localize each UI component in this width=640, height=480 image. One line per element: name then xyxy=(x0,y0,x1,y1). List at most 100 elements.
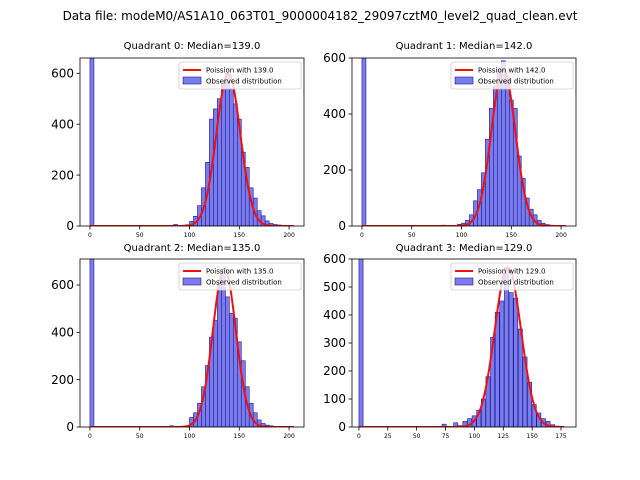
histogram-bar xyxy=(229,313,234,427)
y-tick-label: 400 xyxy=(323,308,346,322)
y-tick-label: 300 xyxy=(323,336,346,350)
legend-bar-swatch xyxy=(182,277,202,286)
quadrant-0-plot-area xyxy=(89,58,295,226)
y-tick-label: 400 xyxy=(51,117,74,131)
y-tick-label: 0 xyxy=(338,420,346,434)
histogram-bar xyxy=(517,328,523,427)
x-tick-label: 50 xyxy=(136,433,144,440)
histogram-bar xyxy=(233,103,238,226)
poisson-fit-line xyxy=(89,72,295,226)
legend: Poission with 129.0 Observed distribution xyxy=(450,262,574,291)
legend-bar-label: Observed distribution xyxy=(478,279,554,287)
poisson-fit-line xyxy=(89,267,295,427)
histogram-bar xyxy=(505,77,510,226)
quadrant-2-title: Quadrant 2: Median=135.0 xyxy=(124,243,261,254)
histogram-bar xyxy=(504,267,509,427)
histogram-bar xyxy=(213,320,218,427)
x-tick-label: 150 xyxy=(234,232,246,239)
legend-bar-swatch xyxy=(454,76,474,85)
quadrant-1-panel: Quadrant 1: Median=142.0 0 50 100 150 200 0 20… xyxy=(323,41,577,239)
quadrant-3-panel: Quadrant 3: Median=129.0 0 25 50 75 100 125 15… xyxy=(323,243,577,440)
x-tick-label: 200 xyxy=(555,232,567,239)
axes-frame xyxy=(351,57,577,227)
poisson-fit-line xyxy=(358,266,565,427)
x-tick-label: 50 xyxy=(413,433,421,440)
x-tick-label: 100 xyxy=(184,433,196,440)
x-tick-label: 50 xyxy=(136,232,144,239)
histogram-bar xyxy=(89,58,95,226)
histogram-bar xyxy=(221,83,226,226)
y-tick-label: 600 xyxy=(51,278,74,292)
y-tick-label: 600 xyxy=(323,51,346,65)
axes-frame xyxy=(79,57,305,227)
x-tick-label: 150 xyxy=(234,433,246,440)
legend: Poission with 142.0 Observed distribution xyxy=(450,61,574,90)
histogram-bar xyxy=(513,297,519,427)
histogram-bar xyxy=(225,296,230,427)
legend-box xyxy=(450,262,574,291)
legend-fit-label: Poission with 139.0 xyxy=(206,67,274,75)
x-tick-label: 125 xyxy=(498,433,510,440)
x-tick-label: 200 xyxy=(283,433,295,440)
y-tick-label: 200 xyxy=(323,163,346,177)
poisson-fit-line xyxy=(361,68,567,226)
legend: Poission with 135.0 Observed distribution xyxy=(178,262,302,291)
x-tick-label: 100 xyxy=(184,232,196,239)
x-tick-label: 175 xyxy=(555,433,567,440)
legend-bar-label: Observed distribution xyxy=(478,78,554,86)
axes-frame xyxy=(79,258,305,428)
x-tick-label: 100 xyxy=(456,232,468,239)
histogram-bar xyxy=(499,300,505,427)
histogram-bar xyxy=(508,292,514,427)
y-tick-label: 0 xyxy=(66,420,74,434)
legend-fit-label: Poission with 129.0 xyxy=(478,268,546,276)
y-tick-label: 400 xyxy=(323,107,346,121)
x-tick-label: 0 xyxy=(88,433,92,440)
figure-suptitle: Data file: modeM0/AS1A10_063T01_90000041… xyxy=(63,9,578,23)
x-tick-label: 100 xyxy=(469,433,481,440)
histogram-bar xyxy=(508,99,514,226)
histogram-bar xyxy=(225,72,230,226)
y-tick-label: 500 xyxy=(323,280,346,294)
legend-box xyxy=(450,61,574,90)
histogram-bar xyxy=(217,284,222,427)
legend-bar-label: Observed distribution xyxy=(206,279,282,287)
histogram-bar xyxy=(229,88,234,226)
histogram-bar xyxy=(361,58,367,226)
x-tick-label: 50 xyxy=(408,232,416,239)
y-tick-label: 600 xyxy=(51,66,74,80)
y-tick-label: 200 xyxy=(51,373,74,387)
histogram-bar xyxy=(221,272,226,427)
y-tick-label: 600 xyxy=(323,252,346,266)
legend-bar-swatch xyxy=(454,277,474,286)
legend: Poission with 139.0 Observed distribution xyxy=(178,61,302,90)
x-tick-label: 25 xyxy=(384,433,392,440)
legend-fit-label: Poission with 142.0 xyxy=(478,67,546,75)
legend-box xyxy=(178,61,302,90)
histogram-bar xyxy=(497,68,502,226)
quadrant-3-title: Quadrant 3: Median=129.0 xyxy=(396,243,533,254)
histogram-bar xyxy=(89,259,95,427)
y-tick-label: 100 xyxy=(323,392,346,406)
y-tick-label: 0 xyxy=(66,219,74,233)
legend-bar-label: Observed distribution xyxy=(206,78,282,86)
legend-fit-label: Poission with 135.0 xyxy=(206,268,274,276)
x-tick-label: 75 xyxy=(442,433,450,440)
quadrant-1-title: Quadrant 1: Median=142.0 xyxy=(396,41,533,52)
quadrant-0-title: Quadrant 0: Median=139.0 xyxy=(124,41,261,52)
quadrant-0-panel: Quadrant 0: Median=139.0 0 50 100 150 200 0 20… xyxy=(51,41,305,239)
y-tick-label: 200 xyxy=(323,364,346,378)
x-tick-label: 150 xyxy=(506,232,518,239)
y-tick-label: 200 xyxy=(51,168,74,182)
x-tick-label: 0 xyxy=(357,433,361,440)
x-tick-label: 0 xyxy=(360,232,364,239)
legend-box xyxy=(178,262,302,291)
quadrant-2-panel: Quadrant 2: Median=135.0 0 50 100 150 200 0 20… xyxy=(51,243,305,440)
y-tick-label: 0 xyxy=(338,219,346,233)
histogram-bar xyxy=(441,423,447,427)
x-tick-label: 200 xyxy=(283,232,295,239)
legend-bar-swatch xyxy=(182,76,202,85)
histogram-bar xyxy=(358,259,364,427)
x-tick-label: 0 xyxy=(88,232,92,239)
